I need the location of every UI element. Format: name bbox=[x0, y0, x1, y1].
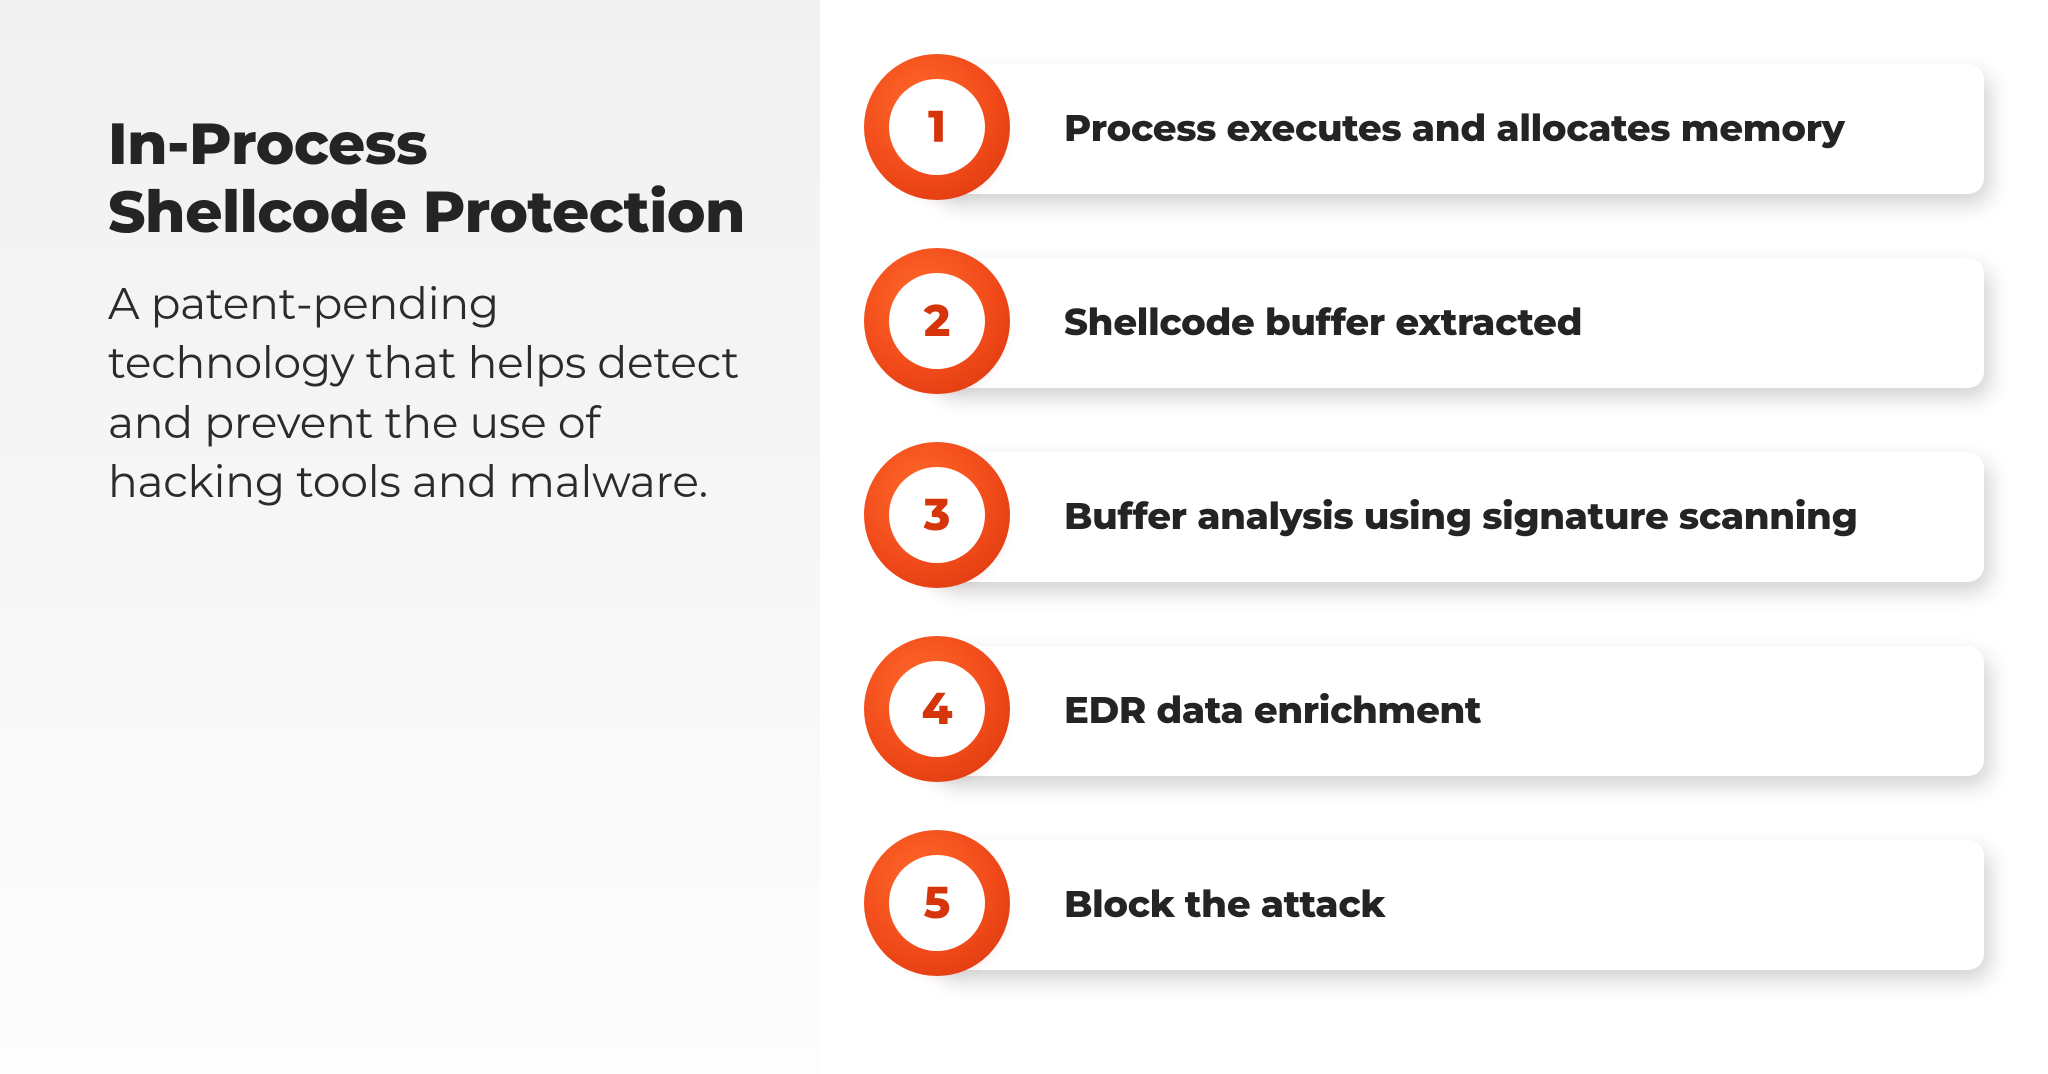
step-bar: Block the attack bbox=[934, 840, 1984, 970]
step-text: Block the attack bbox=[1064, 882, 1385, 928]
step-row: Buffer analysis using signature scanning… bbox=[864, 442, 1984, 592]
step-bar: EDR data enrichment bbox=[934, 646, 1984, 776]
step-row: Shellcode buffer extracted 2 bbox=[864, 248, 1984, 398]
step-circle: 3 bbox=[864, 442, 1014, 592]
step-row: Block the attack 5 bbox=[864, 830, 1984, 980]
page-title: In-Process Shellcode Protection bbox=[108, 110, 750, 247]
step-row: EDR data enrichment 4 bbox=[864, 636, 1984, 786]
title-line-1: In-Process bbox=[108, 108, 427, 179]
step-number: 1 bbox=[928, 105, 946, 149]
page-subtitle: A patent-pending technology that helps d… bbox=[108, 275, 750, 513]
step-text: Buffer analysis using signature scanning bbox=[1064, 494, 1857, 540]
left-panel: In-Process Shellcode Protection A patent… bbox=[0, 0, 820, 1074]
step-text: EDR data enrichment bbox=[1064, 688, 1481, 734]
step-bar: Buffer analysis using signature scanning bbox=[934, 452, 1984, 582]
step-text: Shellcode buffer extracted bbox=[1064, 300, 1582, 346]
steps-list: Process executes and allocates memory 1 … bbox=[864, 54, 1984, 980]
step-circle: 4 bbox=[864, 636, 1014, 786]
step-number: 3 bbox=[924, 493, 951, 537]
step-circle: 5 bbox=[864, 830, 1014, 980]
step-bar: Process executes and allocates memory bbox=[934, 64, 1984, 194]
step-number: 4 bbox=[922, 687, 953, 731]
step-circle: 1 bbox=[864, 54, 1014, 204]
step-row: Process executes and allocates memory 1 bbox=[864, 54, 1984, 204]
step-circle: 2 bbox=[864, 248, 1014, 398]
title-line-2: Shellcode Protection bbox=[108, 176, 745, 247]
step-bar: Shellcode buffer extracted bbox=[934, 258, 1984, 388]
step-number: 5 bbox=[924, 881, 951, 925]
step-text: Process executes and allocates memory bbox=[1064, 106, 1844, 152]
step-number: 2 bbox=[924, 299, 950, 343]
